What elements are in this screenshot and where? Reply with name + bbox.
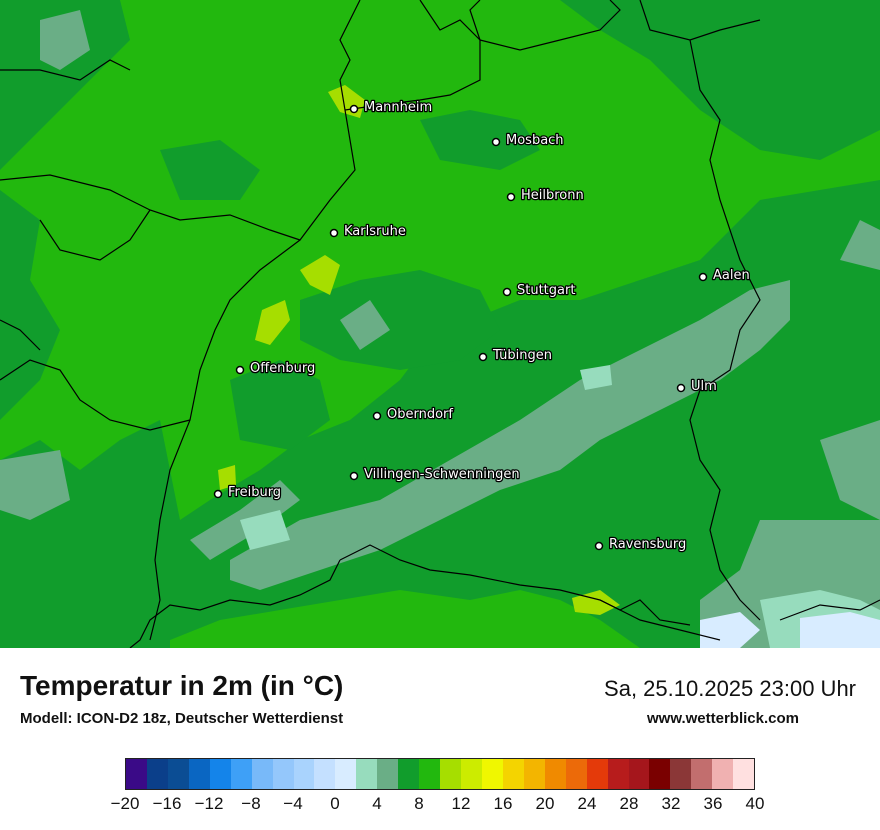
city-freiburg: Freiburg	[213, 484, 282, 501]
city-label-tuebingen: Tübingen	[492, 348, 552, 363]
color-swatch	[188, 759, 210, 789]
slate-green-areas	[0, 10, 880, 648]
color-swatch	[126, 759, 147, 789]
color-scale-tick-label: 4	[372, 794, 382, 813]
color-swatch	[691, 759, 713, 789]
city-stuttgart: Stuttgart	[502, 282, 577, 299]
color-swatch	[481, 759, 503, 789]
color-swatch	[523, 759, 545, 789]
city-label-ravensburg: Ravensburg	[609, 537, 686, 552]
city-tuebingen: Tübingen	[478, 347, 553, 364]
city-label-freiburg: Freiburg	[228, 485, 281, 500]
city-label-aalen: Aalen	[713, 268, 750, 283]
color-swatch	[167, 759, 189, 789]
city-aalen: Aalen	[698, 267, 751, 284]
city-markers: Mannheim Mosbach Heilbronn Karlsruhe Aal…	[213, 99, 751, 553]
color-swatch	[712, 759, 734, 789]
city-label-ulm: Ulm	[691, 379, 717, 394]
city-offenburg: Offenburg	[235, 360, 317, 377]
color-scale-tick-label: −8	[241, 794, 261, 813]
color-scale-tick-label: 24	[577, 794, 597, 813]
city-mannheim: Mannheim	[349, 99, 433, 116]
color-swatch	[335, 759, 357, 789]
city-label-mosbach: Mosbach	[506, 133, 564, 148]
color-swatch	[502, 759, 524, 789]
color-scale-tick-label: 28	[619, 794, 639, 813]
color-scale-tick-label: 32	[661, 794, 681, 813]
color-swatch	[461, 759, 482, 789]
legend-footer: Temperatur in 2m (in °C) Modell: ICON-D2…	[0, 648, 880, 830]
color-swatch	[440, 759, 461, 789]
city-heilbronn: Heilbronn	[506, 187, 585, 204]
color-swatch	[649, 759, 671, 789]
color-scale-tick-label: 40	[745, 794, 765, 813]
color-swatch	[586, 759, 608, 789]
color-swatch	[209, 759, 231, 789]
color-swatch	[607, 759, 629, 789]
color-scale-tick-label: −16	[152, 794, 182, 813]
city-ravensburg: Ravensburg	[594, 536, 688, 553]
color-scale-tick-label: −12	[194, 794, 224, 813]
color-swatch	[565, 759, 587, 789]
color-scale-tick-label: −4	[283, 794, 303, 813]
city-label-karlsruhe: Karlsruhe	[344, 224, 406, 239]
temperature-map: Mannheim Mosbach Heilbronn Karlsruhe Aal…	[0, 0, 880, 649]
color-swatch	[398, 759, 420, 789]
color-scale-ticks: −20 −16 −12 −8 −4 0 4 8 12 16 20 24 28 32 36 40	[0, 794, 880, 818]
city-label-villingen-schwenningen: Villingen-Schwenningen	[364, 467, 520, 482]
color-scale-tick-label: 36	[703, 794, 723, 813]
color-swatch	[314, 759, 336, 789]
color-swatch	[670, 759, 692, 789]
color-scale-tick-label: 0	[330, 794, 340, 813]
color-swatch	[544, 759, 566, 789]
model-info: Modell: ICON-D2 18z, Deutscher Wetterdie…	[20, 710, 344, 727]
city-ulm: Ulm	[676, 378, 718, 395]
color-scale-tick-label: 12	[451, 794, 471, 813]
city-label-heilbronn: Heilbronn	[521, 188, 584, 203]
color-scale-tick-label: 20	[535, 794, 555, 813]
color-swatch	[733, 759, 755, 789]
website-link[interactable]: www.wetterblick.com	[647, 710, 799, 727]
city-mosbach: Mosbach	[491, 132, 565, 149]
color-swatch	[251, 759, 273, 789]
city-label-mannheim: Mannheim	[364, 100, 432, 115]
map-canvas: Mannheim Mosbach Heilbronn Karlsruhe Aal…	[0, 0, 880, 649]
color-scale-tick-label: 16	[493, 794, 513, 813]
color-scale	[125, 758, 755, 790]
city-label-oberndorf: Oberndorf	[387, 407, 453, 422]
color-swatch	[272, 759, 294, 789]
color-scale-tick-label: 8	[414, 794, 424, 813]
city-label-stuttgart: Stuttgart	[517, 283, 575, 298]
city-villingen-schwenningen: Villingen-Schwenningen	[349, 466, 521, 483]
city-karlsruhe: Karlsruhe	[329, 223, 407, 240]
city-oberndorf: Oberndorf	[372, 406, 455, 423]
color-swatch	[419, 759, 441, 789]
color-swatch	[293, 759, 315, 789]
color-swatch	[628, 759, 650, 789]
color-scale-tick-label: −20	[110, 794, 140, 813]
state-borders	[0, 0, 880, 649]
forecast-datetime: Sa, 25.10.2025 23:00 Uhr	[604, 676, 856, 701]
color-swatch	[356, 759, 378, 789]
map-title: Temperatur in 2m (in °C)	[20, 670, 344, 701]
color-swatch	[230, 759, 252, 789]
color-swatch	[377, 759, 399, 789]
city-label-offenburg: Offenburg	[250, 361, 315, 376]
color-swatch	[146, 759, 168, 789]
